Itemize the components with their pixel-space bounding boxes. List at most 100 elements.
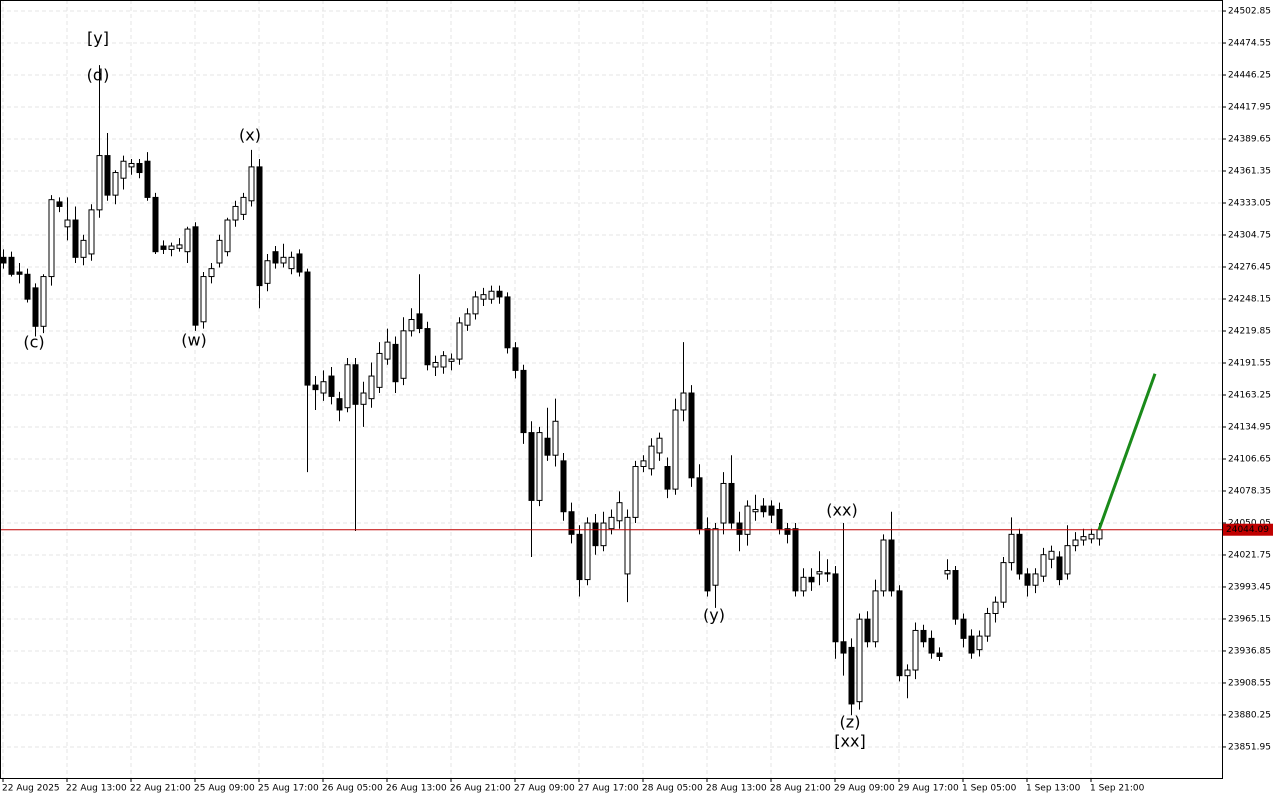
candle-body — [160, 245, 167, 250]
candle-body — [208, 268, 215, 278]
y-tick-label: 24163.25 — [1228, 390, 1271, 400]
y-tick-label: 24106.65 — [1228, 454, 1271, 464]
candle-body — [48, 199, 55, 278]
x-tick-label: 1 Sep 13:00 — [1026, 784, 1081, 794]
candle-body — [440, 355, 447, 368]
candle-body — [888, 539, 895, 592]
wave-label: [y] — [87, 29, 109, 48]
candle-body — [1008, 533, 1015, 564]
candle-body — [944, 570, 951, 575]
x-tick-label: 28 Aug 13:00 — [706, 784, 767, 794]
candle-body — [752, 508, 759, 513]
candle-body — [184, 228, 191, 253]
candle-body — [496, 290, 503, 298]
candle-body — [1016, 533, 1023, 575]
x-tick-label: 29 Aug 09:00 — [834, 784, 895, 794]
candle-body — [96, 155, 103, 211]
candle-body — [776, 508, 783, 530]
x-tick-label: 26 Aug 21:00 — [450, 784, 511, 794]
candle-body — [152, 196, 159, 253]
candle-body — [120, 160, 127, 179]
y-tick-label: 23965.15 — [1228, 614, 1271, 624]
candle-body — [584, 522, 591, 581]
y-tick-label: 23908.55 — [1228, 678, 1271, 688]
candle-body — [864, 618, 871, 643]
x-tick-label: 22 Aug 13:00 — [66, 784, 127, 794]
candle-body — [128, 162, 135, 168]
candle-body — [296, 253, 303, 273]
candle-body — [16, 271, 23, 275]
candle-body — [624, 516, 631, 575]
y-tick-label: 24304.75 — [1228, 231, 1271, 241]
candle-body — [680, 392, 687, 411]
x-tick-label: 29 Aug 17:00 — [898, 784, 959, 794]
y-tick-label: 24050.05 — [1228, 518, 1271, 528]
candle-body — [664, 466, 671, 490]
candle-body — [928, 637, 935, 654]
candle-body — [784, 528, 791, 535]
candle-body — [512, 347, 519, 371]
candle-body — [400, 330, 407, 379]
candle-body — [1048, 550, 1055, 560]
candle-body — [1040, 554, 1047, 577]
y-tick-label: 23936.85 — [1228, 646, 1271, 656]
candle-body — [312, 384, 319, 391]
candle-body — [0, 256, 7, 264]
candle-body — [856, 618, 863, 703]
current-price-tag — [1223, 523, 1273, 536]
candle-body — [872, 590, 879, 643]
candle-body — [800, 576, 807, 592]
candle-body — [808, 576, 815, 583]
candle-body — [40, 276, 47, 327]
candle-body — [1088, 533, 1095, 540]
candle-body — [520, 369, 527, 434]
y-tick-label: 24502.85 — [1228, 7, 1271, 17]
candle-body — [376, 352, 383, 388]
candle-body — [560, 460, 567, 513]
candle-body — [840, 641, 847, 654]
candle-body — [880, 539, 887, 592]
candle-body — [904, 669, 911, 677]
candle-body — [656, 437, 663, 454]
candle-body — [192, 226, 199, 326]
y-tick-label: 23993.45 — [1228, 582, 1271, 592]
y-tick-label: 24078.35 — [1228, 486, 1271, 496]
candle-body — [488, 290, 495, 300]
candle-body — [280, 256, 287, 264]
candle-body — [504, 296, 511, 349]
y-tick-label: 24361.35 — [1228, 167, 1271, 177]
candle-body — [968, 635, 975, 654]
candle-body — [648, 445, 655, 470]
candle-body — [336, 398, 343, 411]
candle-body — [824, 572, 831, 575]
candle-body — [472, 296, 479, 315]
candle-body — [744, 505, 751, 535]
candle-body — [728, 482, 735, 524]
candle-body — [64, 219, 71, 228]
x-tick-label: 26 Aug 13:00 — [386, 784, 447, 794]
y-tick-label: 24134.95 — [1228, 422, 1271, 432]
candle-body — [232, 205, 239, 221]
candle-body — [144, 160, 151, 198]
candle-body — [960, 618, 967, 639]
candle-body — [72, 219, 79, 258]
candle-body — [1096, 529, 1103, 540]
candle-body — [768, 505, 775, 516]
candle-body — [1072, 539, 1079, 547]
candle-body — [696, 477, 703, 530]
candle-body — [88, 209, 95, 255]
candle-body — [600, 522, 607, 547]
wave-label: (xx) — [826, 501, 857, 520]
x-tick-label: 1 Sep 21:00 — [1090, 784, 1145, 794]
candle-body — [640, 460, 647, 468]
candle-body — [704, 528, 711, 592]
candle-body — [760, 505, 767, 513]
candle-body — [448, 358, 455, 362]
candle-body — [792, 528, 799, 592]
candle-body — [168, 245, 175, 250]
candle-body — [896, 590, 903, 677]
y-tick-label: 24389.65 — [1228, 135, 1271, 145]
